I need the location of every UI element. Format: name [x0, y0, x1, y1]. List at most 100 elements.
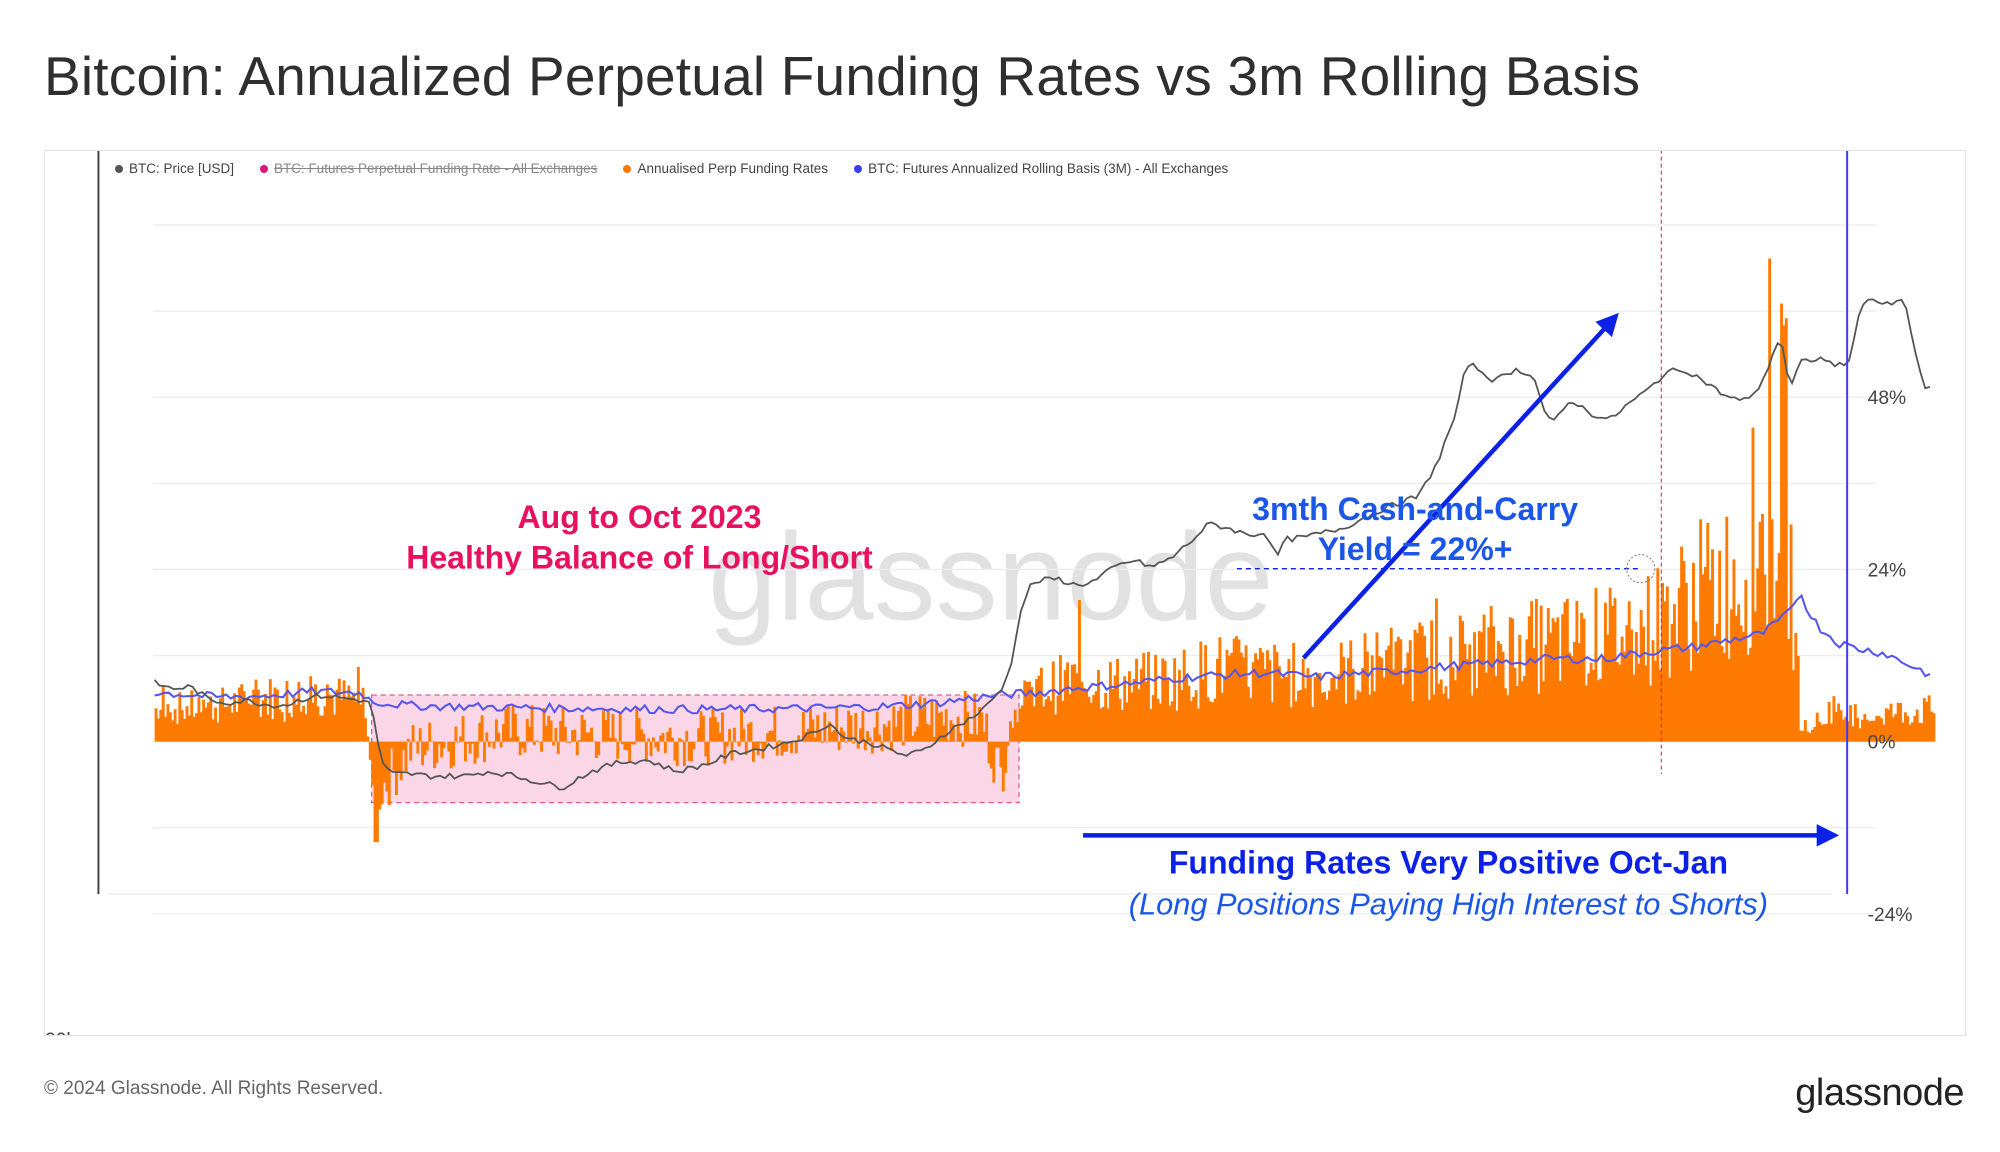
funding-bar — [1266, 650, 1269, 742]
funding-bar — [1658, 669, 1662, 742]
annotations: 3-Jan DeleveragingAug to Oct 2023Healthy… — [406, 151, 1840, 921]
funding-bar — [1763, 574, 1767, 742]
funding-bar — [1811, 729, 1814, 742]
funding-bar — [732, 727, 736, 742]
funding-bar — [706, 741, 710, 766]
legend-item-rolling-basis[interactable]: BTC: Futures Annualized Rolling Basis (3… — [854, 161, 1228, 176]
funding-bar — [580, 715, 584, 742]
funding-bar — [1734, 615, 1738, 742]
funding-bar — [525, 718, 529, 742]
funding-bar — [1915, 709, 1919, 742]
funding-bar — [1715, 623, 1719, 742]
funding-bar — [318, 715, 322, 742]
funding-bar — [371, 741, 375, 786]
funding-bar — [1187, 685, 1191, 742]
funding-bar — [1875, 716, 1879, 742]
funding-bar — [1075, 673, 1079, 742]
funding-bar — [1646, 576, 1650, 742]
funding-bar — [1556, 617, 1560, 742]
funding-bar — [716, 722, 720, 742]
funding-bar — [1113, 675, 1117, 742]
funding-bar — [1575, 600, 1579, 742]
funding-bar — [832, 729, 836, 742]
funding-bar — [1791, 670, 1795, 742]
funding-bar — [1818, 722, 1822, 742]
funding-bar — [920, 708, 924, 742]
funding-bar — [414, 741, 417, 743]
funding-bar — [471, 741, 475, 744]
funding-bar — [218, 698, 222, 742]
funding-bar — [652, 737, 655, 742]
funding-bar — [904, 694, 908, 742]
funding-bar — [1782, 325, 1786, 742]
funding-bar — [1182, 649, 1186, 742]
funding-bar — [1753, 611, 1757, 742]
funding-bar — [637, 717, 641, 742]
funding-bar — [1192, 696, 1196, 742]
funding-bar — [1494, 676, 1498, 742]
funding-bar — [1001, 741, 1005, 792]
funding-bar — [1701, 574, 1705, 742]
funding-bar — [275, 689, 279, 742]
legend-item-funding-rate[interactable]: BTC: Futures Perpetual Funding Rate - Al… — [260, 161, 597, 176]
funding-bar — [490, 741, 494, 743]
funding-bar — [1273, 644, 1277, 742]
healthy-balance-label-1: Aug to Oct 2023 — [517, 499, 761, 535]
funding-bar — [330, 695, 334, 742]
funding-bar — [1073, 664, 1077, 742]
funding-bar — [1318, 672, 1322, 742]
funding-bar — [1170, 701, 1174, 742]
funding-bar — [673, 741, 677, 761]
funding-bar — [1927, 695, 1931, 742]
carry-yield-marker — [1626, 554, 1656, 584]
funding-bar — [1806, 731, 1810, 742]
funding-bar — [582, 719, 586, 742]
legend-item-annualised-funding[interactable]: Annualised Perp Funding Rates — [623, 161, 828, 176]
funding-bar — [680, 739, 684, 742]
funding-bar — [1632, 674, 1636, 742]
funding-bar — [1058, 654, 1062, 742]
funding-bar — [511, 705, 515, 742]
funding-bar — [1078, 600, 1081, 742]
funding-bar — [1232, 638, 1236, 742]
funding-bar — [1570, 656, 1574, 742]
funding-bar — [1268, 659, 1272, 742]
funding-bar — [785, 741, 789, 752]
funding-bar — [416, 741, 420, 754]
funding-bar — [849, 715, 853, 742]
funding-bar — [894, 726, 898, 742]
funding-bar — [587, 732, 591, 742]
funding-bar — [1565, 598, 1569, 742]
funding-bar — [1784, 318, 1788, 742]
funding-bar — [973, 693, 977, 742]
funding-bar — [1761, 513, 1764, 742]
funding-bar — [775, 741, 779, 756]
funding-bar — [180, 710, 184, 742]
funding-bar — [1568, 652, 1572, 742]
funding-bar — [828, 721, 832, 742]
funding-bar — [404, 741, 408, 772]
funding-bar — [906, 703, 910, 742]
legend-item-btc-price[interactable]: BTC: Price [USD] — [115, 161, 234, 176]
funding-bar — [1596, 680, 1600, 742]
funding-bar — [1111, 688, 1115, 742]
funding-bar — [1496, 641, 1500, 742]
funding-bar — [1787, 638, 1791, 742]
funding-bar — [928, 725, 931, 742]
funding-bar — [1594, 588, 1598, 742]
funding-bar — [701, 716, 705, 742]
funding-bar — [723, 741, 727, 764]
funding-bar — [1208, 701, 1212, 742]
funding-bar — [1882, 724, 1886, 742]
funding-bar — [454, 726, 458, 742]
funding-bar — [956, 716, 960, 742]
funding-bar — [806, 728, 810, 742]
funding-bar — [285, 680, 289, 742]
funding-bar — [1932, 713, 1936, 742]
funding-bar — [1168, 705, 1172, 742]
funding-bar — [666, 732, 670, 742]
funding-bar — [837, 741, 841, 750]
funding-bar — [1672, 604, 1676, 742]
funding-bar — [1025, 681, 1029, 742]
y-tick-label: 24% — [1868, 560, 1906, 581]
